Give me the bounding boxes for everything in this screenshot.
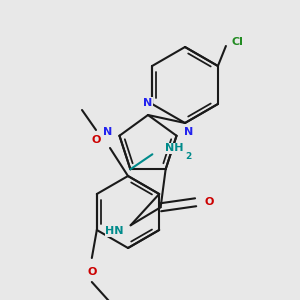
- Text: O: O: [87, 267, 97, 277]
- Text: Cl: Cl: [232, 37, 244, 47]
- Text: HN: HN: [105, 226, 124, 236]
- Text: N: N: [143, 98, 153, 108]
- Text: NH: NH: [165, 143, 184, 153]
- Text: O: O: [205, 197, 214, 207]
- Text: N: N: [184, 127, 193, 137]
- Text: 2: 2: [185, 152, 191, 161]
- Text: O: O: [91, 135, 101, 145]
- Text: N: N: [103, 127, 112, 137]
